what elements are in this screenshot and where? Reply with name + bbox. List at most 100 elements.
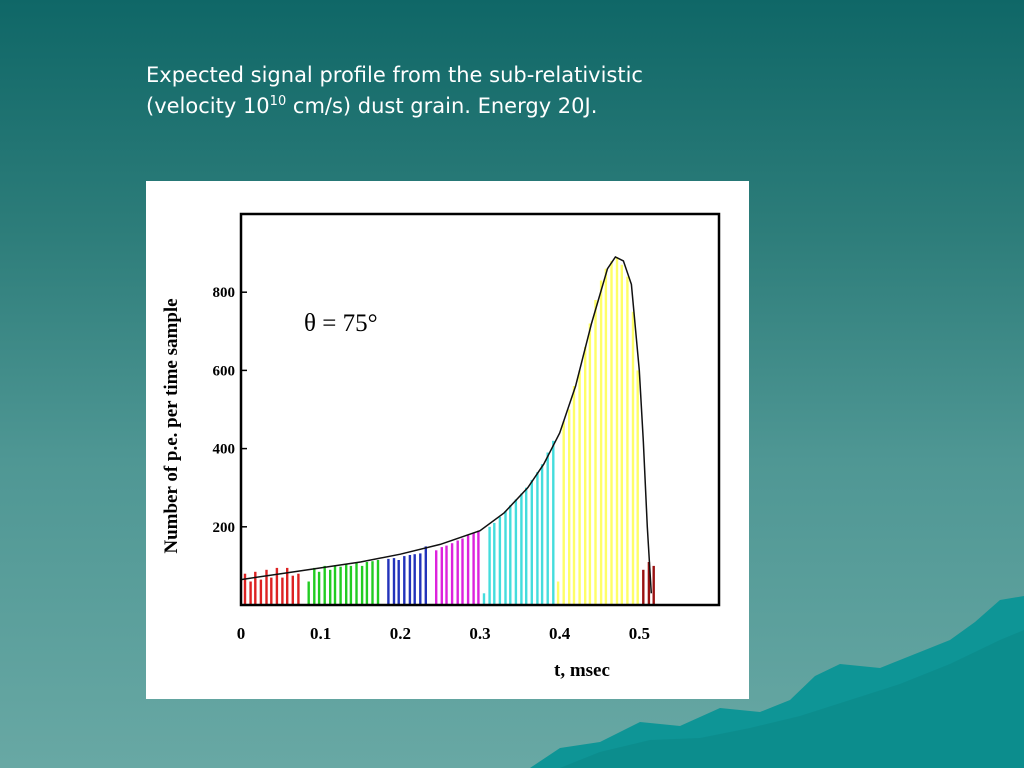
- bar-s3-1: [440, 547, 443, 605]
- bar-s4-8: [525, 487, 528, 605]
- bar-s5-11: [615, 257, 619, 605]
- bar-s3-5: [461, 538, 464, 605]
- bar-s2-7: [424, 546, 427, 605]
- bar-s5-14: [631, 311, 635, 606]
- signal-envelope-line: [240, 256, 653, 594]
- bar-s5-3: [572, 386, 576, 605]
- bar-s1-2: [317, 571, 321, 605]
- bar-s0-7: [281, 577, 284, 605]
- bar-s3-4: [456, 540, 459, 605]
- bar-s4-6: [514, 499, 518, 605]
- signal-profile-chart: 200 400 600 800 0 0.1 0.2 0.3 0.4 0.5 θ = 75° t,…: [161, 212, 721, 681]
- x-tick-label-1: 0.1: [310, 624, 331, 643]
- bar-s0-2: [254, 571, 257, 605]
- y-tick-label-2: 600: [213, 363, 236, 379]
- bar-s1-3: [323, 565, 326, 605]
- bar-s1-4: [329, 569, 332, 605]
- bar-s4-2: [493, 522, 496, 605]
- bar-s5-13: [626, 276, 629, 605]
- bar-s4-13: [552, 440, 555, 605]
- x-tick-label-2: 0.2: [390, 624, 411, 643]
- x-tick-label-3: 0.3: [469, 624, 490, 643]
- y-tick-layer: 200 400 600 800: [213, 285, 247, 536]
- bar-s3-2: [445, 545, 448, 605]
- bar-s0-5: [270, 577, 273, 605]
- bar-s2-3: [403, 556, 406, 605]
- y-tick-label-3: 800: [213, 285, 236, 301]
- chart-panel: 200 400 600 800 0 0.1 0.2 0.3 0.4 0.5 θ = 75° t,…: [146, 181, 749, 699]
- bar-s3-8: [477, 530, 480, 605]
- bar-s5-5: [584, 346, 587, 605]
- bar-s5-8: [599, 280, 603, 605]
- x-tick-label-4: 0.4: [549, 624, 571, 643]
- bar-s1-10: [360, 565, 364, 605]
- bar-s1-9: [355, 562, 358, 605]
- bar-s1-11: [365, 562, 369, 605]
- bar-s0-1: [249, 581, 252, 605]
- bar-s1-5: [333, 565, 337, 605]
- bar-s1-1: [313, 567, 316, 605]
- x-tick-label-5: 0.5: [629, 624, 650, 643]
- bar-s1-7: [345, 563, 348, 605]
- bar-s4-5: [509, 505, 512, 605]
- theta-annotation: θ = 75°: [304, 310, 378, 337]
- bar-s4-3: [498, 517, 502, 605]
- bar-s5-9: [604, 268, 608, 605]
- caption-line-2-end: cm/s) dust grain. Energy 20J.: [286, 94, 598, 118]
- bar-s0-6: [275, 567, 279, 605]
- bar-s4-4: [504, 511, 507, 605]
- bar-s5-10: [610, 260, 613, 605]
- bar-s3-7: [472, 532, 475, 605]
- bar-s0-9: [291, 575, 294, 605]
- bar-s6-2: [652, 565, 655, 605]
- bar-s2-4: [408, 555, 412, 605]
- y-tick-label-0: 200: [213, 520, 236, 536]
- bar-s3-3: [450, 543, 454, 605]
- plot-frame: [239, 212, 721, 607]
- bar-s4-0: [482, 593, 486, 605]
- bar-s0-10: [297, 573, 300, 605]
- bar-s5-12: [620, 264, 623, 605]
- bar-s5-1: [562, 421, 565, 605]
- bar-s6-0: [642, 569, 645, 605]
- bar-s2-0: [387, 558, 390, 605]
- y-tick-label-1: 400: [213, 442, 236, 458]
- bar-layer: [243, 257, 655, 606]
- bar-s1-8: [349, 565, 353, 605]
- bar-s4-7: [520, 493, 523, 605]
- caption-line-1: Expected signal profile from the sub-rel…: [146, 63, 643, 87]
- bar-s0-0: [243, 573, 247, 605]
- caption-exponent: 10: [269, 94, 287, 109]
- bar-s5-0: [556, 581, 560, 605]
- bar-s1-6: [339, 566, 342, 605]
- bar-s5-6: [588, 323, 592, 605]
- caption-line-2-start: (velocity 10: [146, 94, 270, 118]
- bar-s5-4: [578, 370, 581, 605]
- y-axis-label: Number of p.e. per time sample: [161, 298, 182, 553]
- bar-s4-10: [536, 472, 539, 605]
- bar-s5-15: [636, 370, 639, 605]
- bar-s2-5: [413, 554, 416, 605]
- slide-caption: Expected signal profile from the sub-rel…: [146, 60, 786, 122]
- bar-s0-4: [265, 569, 268, 605]
- bar-s1-13: [376, 560, 380, 605]
- bar-s2-2: [397, 560, 400, 605]
- bar-s5-2: [568, 409, 571, 605]
- x-axis-label: t, msec: [554, 660, 610, 681]
- bar-s5-7: [594, 300, 597, 605]
- bar-s4-1: [488, 526, 491, 605]
- bar-s4-9: [530, 479, 533, 605]
- bar-s2-6: [419, 553, 422, 605]
- bar-s2-1: [392, 558, 396, 605]
- bar-s3-0: [435, 550, 438, 605]
- bar-s3-6: [466, 535, 470, 605]
- bar-s0-8: [286, 567, 289, 605]
- x-tick-layer: 0 0.1 0.2 0.3 0.4 0.5: [237, 624, 650, 643]
- caption-line-2: (velocity 1010 cm/s) dust grain. Energy …: [146, 91, 786, 122]
- bar-s0-3: [259, 579, 263, 605]
- x-tick-label-0: 0: [237, 624, 246, 643]
- bar-s4-11: [540, 464, 544, 605]
- bar-s1-12: [371, 561, 374, 605]
- bar-s4-12: [546, 452, 549, 605]
